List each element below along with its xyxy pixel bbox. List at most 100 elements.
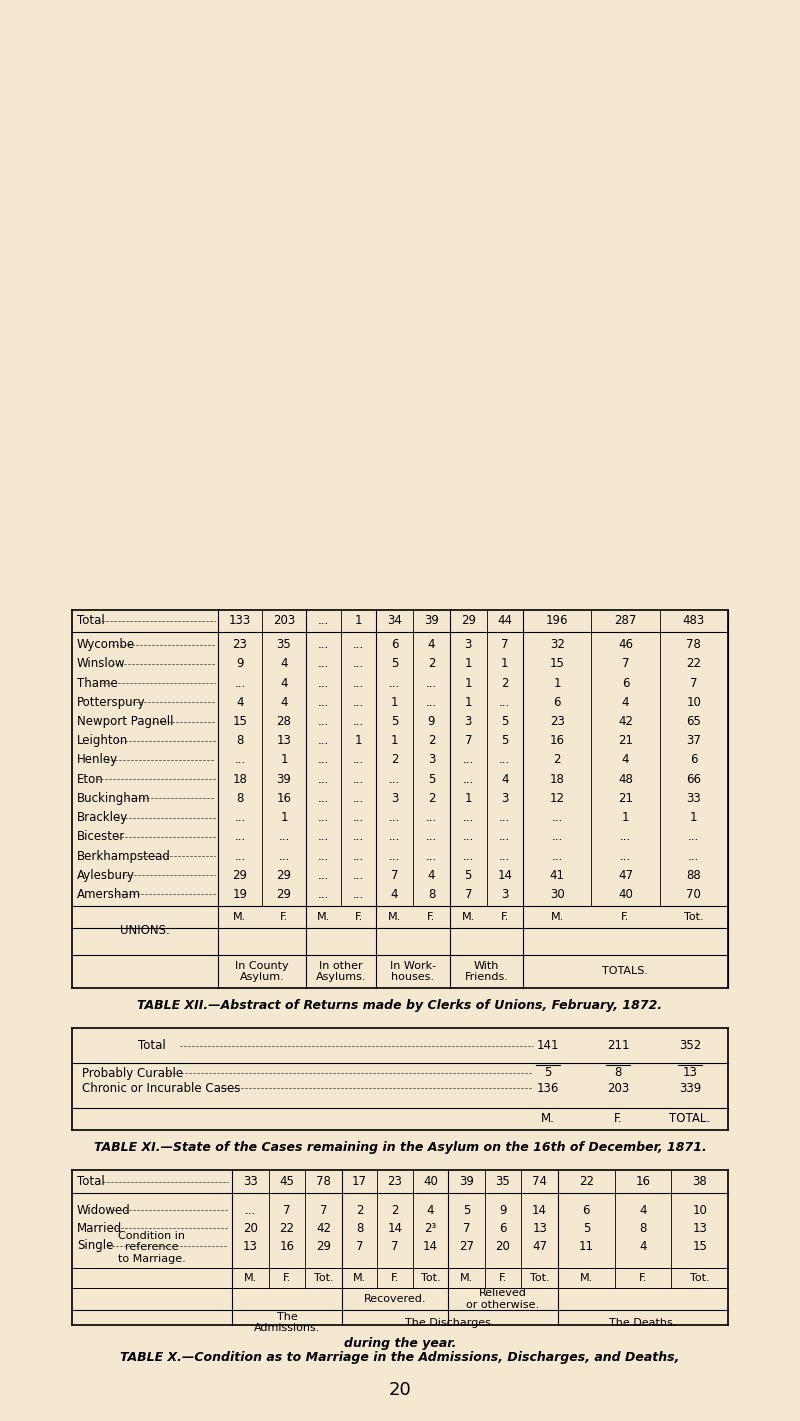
Text: 5: 5 — [501, 715, 509, 728]
Text: 3: 3 — [465, 715, 472, 728]
Text: ...: ... — [688, 830, 699, 843]
Text: 1: 1 — [354, 735, 362, 747]
Text: ...: ... — [499, 830, 510, 843]
Text: 22: 22 — [279, 1222, 294, 1235]
Text: 4: 4 — [622, 696, 630, 709]
Text: 16: 16 — [635, 1175, 650, 1188]
Text: 45: 45 — [279, 1175, 294, 1188]
Text: Probably Curable: Probably Curable — [82, 1067, 183, 1080]
Text: 13: 13 — [243, 1239, 258, 1252]
Text: ...: ... — [245, 1204, 256, 1216]
Text: ...: ... — [234, 811, 246, 824]
Text: ...: ... — [353, 696, 364, 709]
Text: 6: 6 — [554, 696, 561, 709]
Text: 13: 13 — [682, 1067, 698, 1080]
Text: Widowed: Widowed — [77, 1204, 130, 1216]
Text: 10: 10 — [686, 696, 702, 709]
Text: M.: M. — [353, 1273, 366, 1283]
Text: ...: ... — [389, 676, 400, 689]
Text: 20: 20 — [495, 1239, 510, 1252]
Text: 14: 14 — [387, 1222, 402, 1235]
Text: ...: ... — [353, 715, 364, 728]
Text: ...: ... — [462, 753, 474, 766]
Text: 33: 33 — [243, 1175, 258, 1188]
Text: 4: 4 — [428, 868, 435, 882]
Text: 1: 1 — [465, 658, 472, 671]
Text: 23: 23 — [233, 638, 247, 651]
Text: 4: 4 — [236, 696, 244, 709]
Text: 9: 9 — [428, 715, 435, 728]
Text: ...: ... — [318, 658, 329, 671]
Text: Newport Pagnell: Newport Pagnell — [77, 715, 174, 728]
Text: 8: 8 — [428, 888, 435, 901]
Text: 20: 20 — [243, 1222, 258, 1235]
Text: 2: 2 — [391, 1204, 398, 1216]
Text: Henley: Henley — [77, 753, 118, 766]
Text: 15: 15 — [233, 715, 247, 728]
Text: 7: 7 — [465, 735, 472, 747]
Text: 4: 4 — [428, 638, 435, 651]
Text: 7: 7 — [320, 1204, 327, 1216]
Text: Berkhampstead: Berkhampstead — [77, 850, 171, 863]
Text: 33: 33 — [686, 791, 702, 804]
Text: 14: 14 — [423, 1239, 438, 1252]
Text: ...: ... — [318, 614, 329, 628]
Text: TABLE XI.—State of the Cases remaining in the Asylum on the 16th of December, 18: TABLE XI.—State of the Cases remaining i… — [94, 1141, 706, 1154]
Text: M.: M. — [462, 912, 475, 922]
Text: 1: 1 — [390, 735, 398, 747]
Text: 5: 5 — [391, 658, 398, 671]
Text: ...: ... — [426, 811, 437, 824]
Text: The Deaths.: The Deaths. — [610, 1317, 677, 1327]
Text: 15: 15 — [550, 658, 565, 671]
Text: 8: 8 — [639, 1222, 646, 1235]
Text: Amersham: Amersham — [77, 888, 141, 901]
Text: 6: 6 — [390, 638, 398, 651]
Text: Single: Single — [77, 1239, 114, 1252]
Text: ...: ... — [499, 850, 510, 863]
Text: In Work-
houses.: In Work- houses. — [390, 961, 436, 982]
Text: 74: 74 — [532, 1175, 547, 1188]
Text: 339: 339 — [679, 1081, 701, 1094]
Text: 2: 2 — [390, 753, 398, 766]
Text: Tot.: Tot. — [314, 1273, 334, 1283]
Text: ...: ... — [318, 830, 329, 843]
Text: 4: 4 — [501, 773, 509, 786]
Text: Winslow: Winslow — [77, 658, 126, 671]
Text: 48: 48 — [618, 773, 633, 786]
Text: ...: ... — [462, 811, 474, 824]
Text: Bicester: Bicester — [77, 830, 126, 843]
Text: TOTALS.: TOTALS. — [602, 966, 649, 976]
Text: M.: M. — [234, 912, 246, 922]
Text: ...: ... — [353, 850, 364, 863]
Text: 4: 4 — [280, 676, 288, 689]
Text: 2³: 2³ — [424, 1222, 437, 1235]
Text: F.: F. — [391, 1273, 399, 1283]
Text: F.: F. — [280, 912, 288, 922]
Text: In other
Asylums.: In other Asylums. — [316, 961, 366, 982]
Text: 4: 4 — [622, 753, 630, 766]
Text: 4: 4 — [280, 696, 288, 709]
Text: 16: 16 — [550, 735, 565, 747]
Text: 46: 46 — [618, 638, 633, 651]
Text: ...: ... — [499, 753, 510, 766]
Text: 10: 10 — [692, 1204, 707, 1216]
Text: during the year.: during the year. — [344, 1337, 456, 1350]
Text: 30: 30 — [550, 888, 565, 901]
Text: ...: ... — [688, 850, 699, 863]
Text: Tot.: Tot. — [421, 1273, 440, 1283]
Text: Potterspury: Potterspury — [77, 696, 146, 709]
Text: F.: F. — [501, 912, 509, 922]
Text: 4: 4 — [426, 1204, 434, 1216]
Text: TABLE X.—Condition as to Marriage in the Admissions, Discharges, and Deaths,: TABLE X.—Condition as to Marriage in the… — [120, 1351, 680, 1364]
Text: 1: 1 — [501, 658, 509, 671]
Text: 7: 7 — [690, 676, 698, 689]
Text: Recovered.: Recovered. — [364, 1295, 426, 1304]
Text: 1: 1 — [622, 811, 630, 824]
Text: 3: 3 — [465, 638, 472, 651]
Text: ...: ... — [551, 850, 562, 863]
Text: Tot.: Tot. — [684, 912, 704, 922]
Text: ...: ... — [426, 676, 437, 689]
Text: 4: 4 — [639, 1204, 646, 1216]
Text: ...: ... — [278, 830, 290, 843]
Text: 14: 14 — [498, 868, 512, 882]
